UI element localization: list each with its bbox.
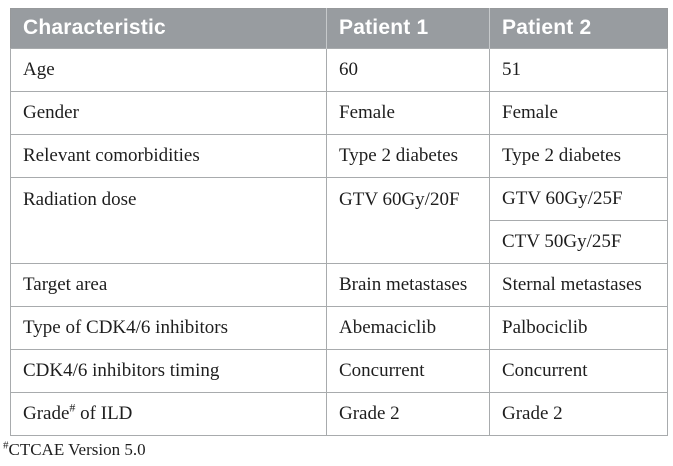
grade-label: Grade — [23, 403, 70, 424]
characteristic-cell: Age — [10, 48, 327, 92]
patient1-cell: Female — [326, 91, 490, 135]
patient2-cell: Female — [489, 91, 668, 135]
table-row-radiation-dose: Radiation dose GTV 60Gy/20F GTV 60Gy/25F — [10, 177, 668, 264]
patient2-cell: Palbociclib — [489, 306, 668, 350]
characteristic-cell: Grade# of ILD — [10, 392, 327, 436]
characteristic-cell: Relevant comorbidities — [10, 134, 327, 178]
patient1-cell: Brain metastases — [326, 263, 490, 307]
patient2-cell: Sternal metastases — [489, 263, 668, 307]
footnote-marker: # — [69, 400, 76, 415]
header-patient-2: Patient 2 — [489, 8, 668, 49]
footnote-marker: # — [3, 439, 9, 452]
patient1-cell: 60 — [326, 48, 490, 92]
table-row-gender: Gender Female Female — [10, 91, 668, 135]
patient1-cell: GTV 60Gy/20F — [326, 177, 490, 264]
patient2-cell: Type 2 diabetes — [489, 134, 668, 178]
patient1-cell: Abemaciclib — [326, 306, 490, 350]
characteristic-cell: Gender — [10, 91, 327, 135]
header-characteristic: Characteristic — [10, 8, 327, 49]
table-row-ild-grade: Grade# of ILD Grade 2 Grade 2 — [10, 392, 668, 436]
table-row-comorbidities: Relevant comorbidities Type 2 diabetes T… — [10, 134, 668, 178]
table-row-radiation-dose-sub: CTV 50Gy/25F — [11, 220, 668, 264]
patient2-cell: Concurrent — [489, 349, 668, 393]
table-row-inhibitor-timing: CDK4/6 inhibitors timing Concurrent Conc… — [10, 349, 668, 393]
patient2-cell: Grade 2 — [489, 392, 668, 436]
header-patient-1: Patient 1 — [326, 8, 490, 49]
table-row-age: Age 60 51 — [10, 48, 668, 92]
table-row-inhibitor-type: Type of CDK4/6 inhibitors Abemaciclib Pa… — [10, 306, 668, 350]
characteristic-cell: Radiation dose — [10, 177, 327, 264]
table-footnote: #CTCAE Version 5.0 — [3, 440, 146, 460]
table-row-target-area: Target area Brain metastases Sternal met… — [10, 263, 668, 307]
footnote-text: CTCAE Version 5.0 — [8, 440, 146, 459]
grade-label-suffix: of ILD — [75, 403, 133, 424]
table-header-row: Characteristic Patient 1 Patient 2 — [10, 8, 668, 49]
patient1-cell: Type 2 diabetes — [326, 134, 490, 178]
characteristic-cell: CDK4/6 inhibitors timing — [10, 349, 327, 393]
patient2-cell-ctv: CTV 50Gy/25F — [489, 220, 668, 264]
patient2-cell: 51 — [489, 48, 668, 92]
patient1-cell: Grade 2 — [326, 392, 490, 436]
characteristic-cell: Target area — [10, 263, 327, 307]
patient1-cell: Concurrent — [326, 349, 490, 393]
characteristic-cell: Type of CDK4/6 inhibitors — [10, 306, 327, 350]
patient-characteristics-table: Characteristic Patient 1 Patient 2 Age 6… — [10, 8, 668, 436]
patient2-cell-gtv: GTV 60Gy/25F — [489, 177, 668, 221]
